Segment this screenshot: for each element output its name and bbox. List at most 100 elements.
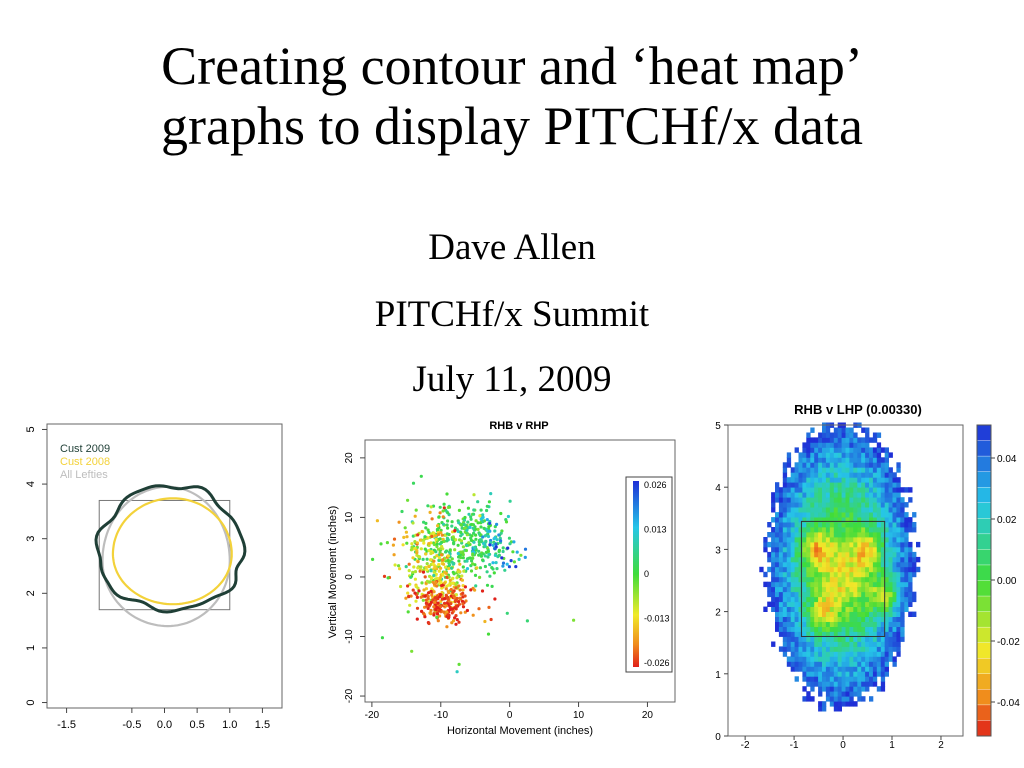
heatmap-cell [806, 502, 811, 508]
heatmap-cell [818, 596, 823, 603]
heatmap-cell [790, 551, 795, 558]
heatmap-cell [818, 691, 823, 697]
heatmap-cell [853, 497, 858, 503]
heatmap-cell [849, 452, 854, 458]
heatmap-cell [822, 452, 827, 458]
scatter-point [493, 536, 497, 540]
heatmap-cell [778, 546, 784, 553]
heatmap-cell [841, 626, 846, 632]
heatmap-cell [869, 566, 874, 573]
heatmap-cell [775, 616, 780, 622]
heatmap-cell [833, 462, 839, 468]
heatmap-cell [884, 457, 889, 463]
x-tick-label: -2 [741, 740, 750, 751]
scatter-point [430, 517, 434, 521]
heatmap-cell [818, 566, 823, 573]
scatter-point [442, 502, 446, 506]
heatmap-cell [908, 497, 913, 503]
heatmap-cell [829, 551, 835, 558]
heatmap-cell [849, 656, 854, 662]
heatmap-cell [892, 596, 897, 603]
heatmap-cell [888, 591, 893, 598]
y-tick-label: 2 [715, 608, 721, 619]
scatter-point [415, 606, 420, 610]
heatmap-cell [861, 447, 866, 453]
heatmap-cell [876, 467, 882, 473]
heatmap-cell [833, 566, 839, 573]
heatmap-cell [775, 556, 780, 563]
heatmap-cell [849, 502, 854, 508]
heatmap-cell [810, 546, 815, 553]
scatter-point [410, 649, 414, 653]
heatmap-cell [896, 541, 901, 548]
heatmap-cell [849, 517, 854, 523]
heatmap-cell [782, 541, 788, 548]
heatmap-cell [833, 581, 839, 588]
heatmap-cell [790, 492, 795, 498]
heatmap-cell [872, 477, 878, 483]
heatmap-cell [825, 651, 831, 657]
x-tick-label: 2 [938, 740, 944, 751]
heatmap-cell [814, 601, 819, 607]
scatter-point [473, 573, 478, 578]
heatmap-cell [916, 556, 921, 563]
heatmap-cell [822, 666, 827, 672]
scatter-point [469, 517, 473, 521]
scatter-point [461, 591, 465, 596]
scatter-point [437, 556, 441, 560]
scatter-point [455, 528, 459, 532]
heatmap-cell [775, 586, 780, 593]
scatter-point [444, 594, 449, 599]
heatmap-cell [822, 432, 827, 438]
scatter-point [474, 537, 478, 541]
heatmap-cell [814, 581, 819, 588]
heatmap-cell [790, 502, 795, 508]
scatter-point [444, 550, 448, 554]
heatmap-cell [845, 432, 850, 438]
scatter-point [466, 506, 470, 510]
colorbar-label: -0.026 [644, 658, 670, 668]
scatter-point [438, 575, 443, 580]
scatter-point [486, 632, 491, 636]
scatter-point [379, 542, 383, 546]
heatmap-cell [829, 681, 835, 687]
heatmap-cell [775, 522, 780, 528]
heatmap-cell [790, 601, 795, 607]
scatter-point [429, 600, 433, 605]
heatmap-cell [786, 596, 792, 603]
y-tick-label: -20 [344, 688, 355, 703]
scatter-point [497, 553, 501, 558]
heatmap-cell [861, 686, 866, 692]
x-tick-label: -1.5 [57, 719, 76, 731]
heatmap-cell [853, 676, 858, 682]
colorbar-cell [976, 440, 992, 457]
colorbar-cell [976, 689, 992, 706]
heatmap-cell [865, 566, 870, 573]
scatter-point [397, 564, 401, 568]
heatmap-cell [778, 576, 784, 583]
scatter-point [486, 534, 491, 539]
heatmap-cell [763, 581, 768, 588]
heatmap-cell [825, 616, 831, 622]
heatmap-cell [829, 462, 835, 468]
heatmap-cell [888, 507, 893, 513]
heatmap-cell [857, 686, 862, 692]
scatter-point [455, 670, 459, 674]
heatmap-cell [822, 532, 827, 538]
heatmap-cell [849, 631, 854, 637]
scatter-point [471, 586, 475, 590]
heatmap-cell [806, 581, 811, 588]
scatter-point [449, 602, 453, 606]
heatmap-cell [872, 631, 878, 637]
heatmap-cell [888, 472, 893, 478]
scatter-point [494, 561, 498, 565]
scatter-point [429, 569, 433, 573]
heatmap-cell [798, 541, 803, 548]
heatmap-cell [794, 477, 799, 483]
heatmap-cell [841, 502, 846, 508]
heatmap-cell [825, 556, 831, 563]
heatmap-cell [896, 626, 901, 632]
scatter-point [465, 608, 469, 613]
heatmap-cell [861, 462, 866, 468]
heatmap-cell [802, 576, 807, 583]
